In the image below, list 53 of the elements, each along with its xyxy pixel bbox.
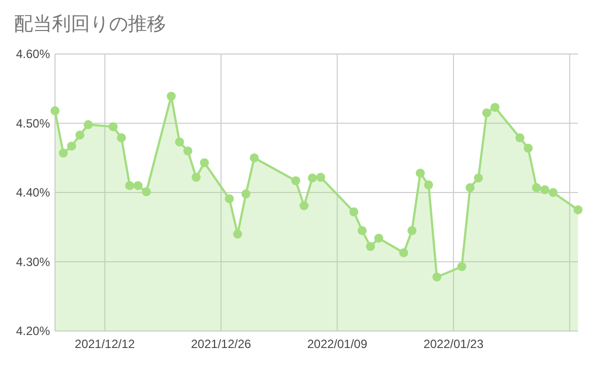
point xyxy=(515,133,524,142)
point xyxy=(358,226,367,236)
y-tick-label: 4.20% xyxy=(16,324,50,338)
point xyxy=(548,188,558,197)
x-tick-label: 2022/01/23 xyxy=(423,337,484,351)
point xyxy=(574,205,582,214)
point xyxy=(424,180,434,190)
point xyxy=(200,158,209,168)
x-tick-label: 2021/12/26 xyxy=(191,337,252,351)
point xyxy=(432,272,442,282)
y-tick-label: 4.50% xyxy=(16,116,50,130)
point xyxy=(166,92,176,101)
point xyxy=(50,106,60,116)
chart-title: 配当利回りの推移 xyxy=(14,14,166,35)
point xyxy=(474,173,483,182)
point xyxy=(300,201,309,210)
point xyxy=(192,172,201,182)
point xyxy=(366,242,375,252)
point xyxy=(349,207,358,216)
point xyxy=(142,187,151,196)
point xyxy=(250,153,259,162)
point xyxy=(108,122,118,132)
point xyxy=(84,120,93,130)
point xyxy=(466,183,475,192)
point xyxy=(233,230,242,239)
point xyxy=(457,262,466,272)
point xyxy=(183,146,192,156)
point xyxy=(374,234,384,243)
point xyxy=(58,148,68,158)
point xyxy=(416,168,425,178)
y-tick-label: 4.40% xyxy=(16,186,50,200)
x-tick-label: 2021/12/12 xyxy=(74,337,136,351)
y-tick-label: 4.60% xyxy=(16,47,50,61)
point xyxy=(316,172,326,182)
y-tick-label: 4.30% xyxy=(16,254,50,269)
point xyxy=(134,181,143,190)
point xyxy=(291,176,300,186)
point xyxy=(482,108,492,118)
point xyxy=(125,181,134,190)
point xyxy=(241,189,250,198)
point xyxy=(75,130,84,140)
point xyxy=(116,133,126,142)
point xyxy=(407,226,416,236)
point xyxy=(540,185,550,194)
point xyxy=(67,142,76,151)
point xyxy=(532,183,541,192)
point xyxy=(524,144,533,153)
point xyxy=(224,194,234,204)
point xyxy=(490,102,500,112)
x-tick-label: 2022/01/09 xyxy=(307,337,368,351)
point xyxy=(399,248,408,258)
point xyxy=(175,137,184,146)
point xyxy=(308,173,317,182)
